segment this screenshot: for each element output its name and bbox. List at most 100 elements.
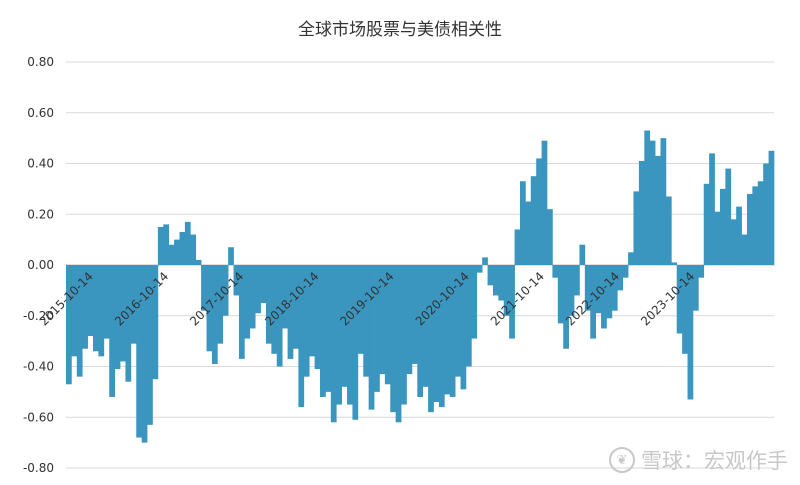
bar <box>320 265 326 397</box>
bar-series <box>66 130 775 443</box>
bar <box>611 265 618 311</box>
y-tick-label: 0.80 <box>27 55 54 69</box>
bar <box>244 265 251 339</box>
bar <box>682 265 688 354</box>
bar <box>487 265 494 286</box>
bar <box>503 265 510 316</box>
bar <box>357 265 364 354</box>
bar <box>374 265 380 392</box>
bar <box>606 265 613 319</box>
bar <box>465 265 472 367</box>
bar <box>514 229 521 265</box>
bar <box>649 140 656 265</box>
bar <box>471 265 478 339</box>
bar <box>71 265 78 357</box>
bar <box>736 206 742 265</box>
y-axis: 0.80 0.60 0.40 0.20 0.00 -0.20 -0.40 -0.60 -0.80 <box>23 55 54 475</box>
bar <box>579 244 586 265</box>
bar <box>768 150 775 265</box>
bar <box>438 265 445 408</box>
bar <box>644 130 651 265</box>
bar <box>633 191 640 265</box>
bar <box>82 265 88 349</box>
bar <box>574 265 580 296</box>
bar <box>557 265 564 324</box>
bar <box>552 265 559 278</box>
bar <box>519 181 526 265</box>
bar <box>184 221 191 265</box>
bar <box>330 265 337 423</box>
bar <box>655 155 661 265</box>
bar <box>114 265 121 370</box>
bar <box>363 265 369 377</box>
y-tick-label: -0.40 <box>23 360 54 374</box>
bar <box>590 265 596 339</box>
bar <box>282 265 288 329</box>
bar <box>714 211 721 265</box>
bar <box>417 265 424 397</box>
bar <box>298 265 305 408</box>
bar <box>309 265 315 357</box>
bar <box>395 265 402 423</box>
bar <box>233 265 240 296</box>
bar <box>433 265 440 403</box>
watermark-text: 雪球：宏观作手 <box>641 449 788 473</box>
bar <box>141 265 148 443</box>
bar <box>168 244 175 265</box>
bar <box>676 265 683 334</box>
y-tick-label: -0.80 <box>23 461 54 475</box>
bar <box>628 252 634 265</box>
bar <box>222 265 229 316</box>
bar <box>498 265 505 301</box>
bar <box>201 265 207 311</box>
bar <box>265 265 272 344</box>
bar <box>601 265 607 329</box>
bar <box>460 265 467 390</box>
bar <box>492 265 499 296</box>
bar <box>260 265 267 304</box>
chart-title: 全球市场股票与美债相关性 <box>298 20 502 40</box>
bar <box>179 232 186 265</box>
bar <box>303 265 310 377</box>
bar <box>336 265 342 405</box>
bar <box>530 176 537 265</box>
bar <box>757 181 764 265</box>
bar <box>238 265 245 359</box>
bar <box>525 201 532 265</box>
bar <box>660 138 667 266</box>
bar <box>476 265 483 273</box>
bar <box>130 265 137 344</box>
bar <box>730 219 737 265</box>
bar <box>692 265 699 311</box>
bar <box>379 265 386 375</box>
bar <box>228 247 234 265</box>
bar <box>276 265 283 367</box>
bar <box>725 168 732 265</box>
bar <box>719 188 726 266</box>
bar <box>174 239 180 266</box>
snowball-logo-icon: ❦ <box>609 447 635 473</box>
bar <box>568 265 575 316</box>
bar <box>741 234 748 265</box>
bar <box>584 265 591 311</box>
bar <box>325 265 332 392</box>
bar <box>271 265 278 354</box>
bar <box>287 265 294 359</box>
bar <box>98 265 105 357</box>
bar <box>249 265 256 329</box>
bar <box>671 262 678 265</box>
bar <box>152 265 159 380</box>
bar <box>109 265 115 397</box>
bar <box>125 265 132 382</box>
bar <box>195 259 202 265</box>
bar <box>406 265 413 375</box>
y-tick-label: 0.60 <box>27 106 54 120</box>
bar <box>93 265 99 352</box>
bar <box>547 209 553 265</box>
bar <box>638 160 645 265</box>
bar <box>217 265 224 344</box>
bar <box>352 265 359 420</box>
bar <box>541 140 548 265</box>
bar <box>422 265 429 387</box>
bar <box>120 265 126 362</box>
